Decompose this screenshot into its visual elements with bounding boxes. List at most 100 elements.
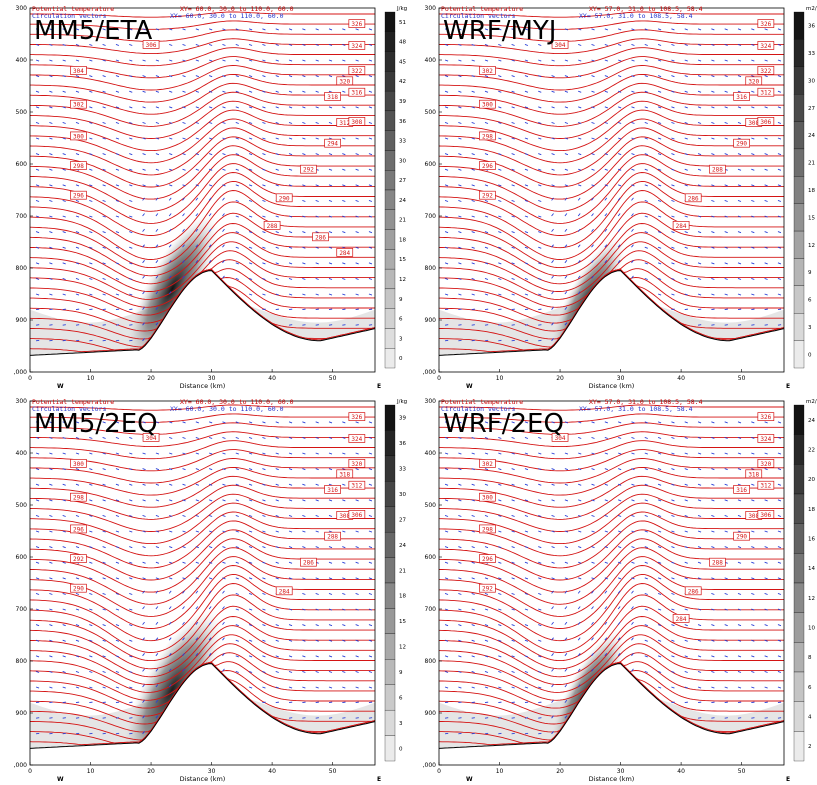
circulation-vector <box>458 468 462 471</box>
circulation-vector <box>777 246 782 249</box>
circulation-vector <box>275 655 279 658</box>
circulation-vector <box>342 168 346 171</box>
circulation-vector <box>262 75 266 78</box>
circulation-vector <box>35 184 40 187</box>
circulation-vector <box>342 530 346 533</box>
circulation-vector <box>155 228 159 232</box>
circulation-vector <box>604 213 608 217</box>
circulation-vector <box>777 499 782 502</box>
circulation-vector <box>724 43 728 46</box>
circulation-vector <box>115 499 120 502</box>
circulation-vector <box>49 246 53 249</box>
circulation-vector <box>142 653 145 657</box>
isentrope-label: 288 <box>324 531 341 541</box>
circulation-vector <box>484 231 489 234</box>
circulation-vector <box>564 653 568 657</box>
isentrope-line <box>439 212 784 277</box>
circulation-vector <box>115 608 120 611</box>
circulation-vector <box>458 153 462 156</box>
circulation-vector <box>288 639 293 642</box>
circulation-vector <box>222 28 226 31</box>
circulation-vector <box>564 684 568 688</box>
svg-text:284: 284 <box>279 588 290 595</box>
circulation-vector <box>35 277 40 280</box>
isentrope-label: 300 <box>70 131 87 140</box>
circulation-vector <box>484 43 489 46</box>
circulation-vector <box>751 592 755 595</box>
circulation-vector <box>471 59 475 62</box>
circulation-vector <box>657 655 662 658</box>
circulation-vector <box>671 90 675 93</box>
circulation-vector <box>644 90 648 93</box>
circulation-vector <box>578 483 582 486</box>
circulation-vector <box>538 246 542 249</box>
circulation-vector <box>155 244 159 248</box>
circulation-vector <box>75 43 80 46</box>
circulation-vector <box>711 90 715 93</box>
isentrope-line <box>439 643 784 701</box>
circulation-vector <box>631 421 635 424</box>
isentrope-label: 288 <box>263 221 281 230</box>
circulation-vector <box>315 43 319 46</box>
circulation-vector <box>538 153 542 156</box>
circulation-vector <box>328 293 333 296</box>
circulation-vector <box>49 530 53 533</box>
circulation-vector <box>35 436 40 439</box>
circulation-vector <box>524 592 529 595</box>
circulation-vector <box>577 653 581 657</box>
circulation-vector <box>458 59 462 62</box>
circulation-vector <box>671 28 675 31</box>
circulation-vector <box>155 715 159 719</box>
colorbar-tick-label: 0 <box>399 746 403 752</box>
circulation-vector <box>182 577 186 580</box>
circulation-vector <box>115 153 120 156</box>
circulation-vector <box>724 530 728 533</box>
colorbar-tick-label: 4 <box>808 715 812 721</box>
circulation-vector <box>684 546 688 549</box>
circulation-vector <box>49 215 53 218</box>
circulation-vector <box>35 199 40 202</box>
circulation-vector <box>751 483 755 486</box>
circulation-vector <box>484 655 489 658</box>
circulation-vector <box>115 28 120 31</box>
circulation-vector <box>644 215 648 218</box>
colorbar-tick-label: 45 <box>399 59 406 65</box>
circulation-vector <box>169 168 173 171</box>
circulation-vector <box>49 686 53 689</box>
circulation-vector <box>524 106 529 109</box>
colorbar-swatch <box>384 659 396 685</box>
circulation-vector <box>551 653 554 657</box>
circulation-vector <box>288 231 293 234</box>
colorbar-unit: m2/s2 <box>806 6 817 12</box>
circulation-vector <box>551 590 554 594</box>
circulation-vector <box>737 75 742 78</box>
circulation-vector <box>89 655 93 658</box>
circulation-vector <box>328 121 333 124</box>
circulation-vector <box>248 215 253 218</box>
circulation-vector <box>751 231 755 234</box>
circulation-vector <box>342 28 346 31</box>
circulation-vector <box>262 577 266 580</box>
circulation-vector <box>511 277 515 280</box>
circulation-vector <box>671 277 675 280</box>
circulation-vector <box>631 499 635 502</box>
isentrope-line <box>439 493 784 532</box>
circulation-vector <box>235 483 239 486</box>
circulation-vector <box>222 561 226 564</box>
circulation-vector <box>209 468 213 471</box>
circulation-vector <box>484 246 489 249</box>
circulation-vector <box>657 577 662 580</box>
circulation-vector <box>209 43 213 46</box>
circulation-vector <box>288 106 293 109</box>
svg-text:306: 306 <box>760 512 771 519</box>
isentrope-line <box>30 643 375 701</box>
plot-frame <box>29 400 376 766</box>
svg-text:318: 318 <box>339 471 350 478</box>
circulation-vector <box>657 59 662 62</box>
circulation-vector <box>275 452 279 455</box>
circulation-vector <box>182 452 186 455</box>
circulation-vector <box>644 483 648 486</box>
circulation-vector <box>684 153 688 156</box>
svg-text:288: 288 <box>712 560 723 567</box>
